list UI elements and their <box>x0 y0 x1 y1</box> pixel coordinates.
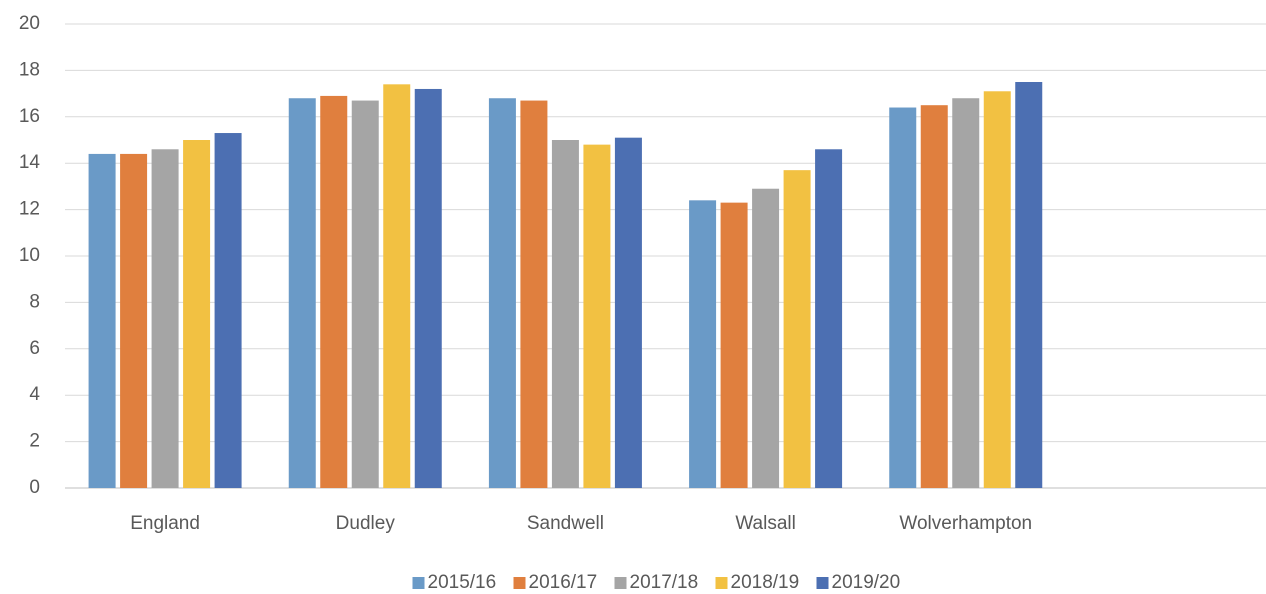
y-tick-label: 4 <box>29 384 40 405</box>
legend-swatch <box>816 577 829 589</box>
x-tick-label: England <box>130 513 200 534</box>
bar <box>320 95 348 489</box>
legend-swatch <box>715 577 728 589</box>
y-tick-label: 18 <box>19 59 40 80</box>
bar <box>551 140 579 488</box>
y-tick-label: 16 <box>19 106 40 127</box>
legend-swatch <box>614 577 627 589</box>
legend-swatch <box>412 577 425 589</box>
legend-label: 2017/18 <box>630 572 699 593</box>
y-tick-label: 8 <box>29 291 40 312</box>
legend-label: 2016/17 <box>529 572 598 593</box>
x-tick-label: Walsall <box>735 513 796 534</box>
y-tick-label: 14 <box>19 152 41 173</box>
bar <box>383 84 411 488</box>
bar <box>983 91 1011 488</box>
bar <box>783 170 811 488</box>
bar <box>720 202 748 488</box>
legend-swatch <box>513 577 526 589</box>
bar <box>689 200 717 488</box>
y-tick-label: 0 <box>29 477 40 498</box>
bar <box>288 98 316 489</box>
y-tick-label: 10 <box>19 245 40 266</box>
x-tick-label: Wolverhampton <box>899 513 1032 534</box>
bar <box>520 100 548 488</box>
bar <box>614 137 642 488</box>
bar <box>214 133 242 489</box>
legend-label: 2018/19 <box>731 572 800 593</box>
legend-label: 2015/16 <box>428 572 497 593</box>
bar <box>920 105 948 488</box>
bar <box>151 149 179 488</box>
x-tick-label: Sandwell <box>527 513 604 534</box>
bar <box>752 188 780 488</box>
bar <box>815 149 843 488</box>
bar <box>120 153 148 489</box>
x-tick-label: Dudley <box>336 513 396 534</box>
bar <box>88 153 116 489</box>
bar <box>889 107 917 489</box>
bar <box>1015 82 1043 488</box>
bar <box>583 144 611 488</box>
y-tick-label: 12 <box>19 199 40 220</box>
y-tick-label: 6 <box>29 338 40 359</box>
bar <box>488 98 516 489</box>
y-tick-label: 2 <box>29 431 40 452</box>
y-tick-label: 20 <box>19 13 40 34</box>
bar <box>183 140 211 488</box>
bar <box>952 98 980 489</box>
legend-label: 2019/20 <box>832 572 901 593</box>
bar <box>351 100 379 488</box>
bar <box>414 88 442 489</box>
